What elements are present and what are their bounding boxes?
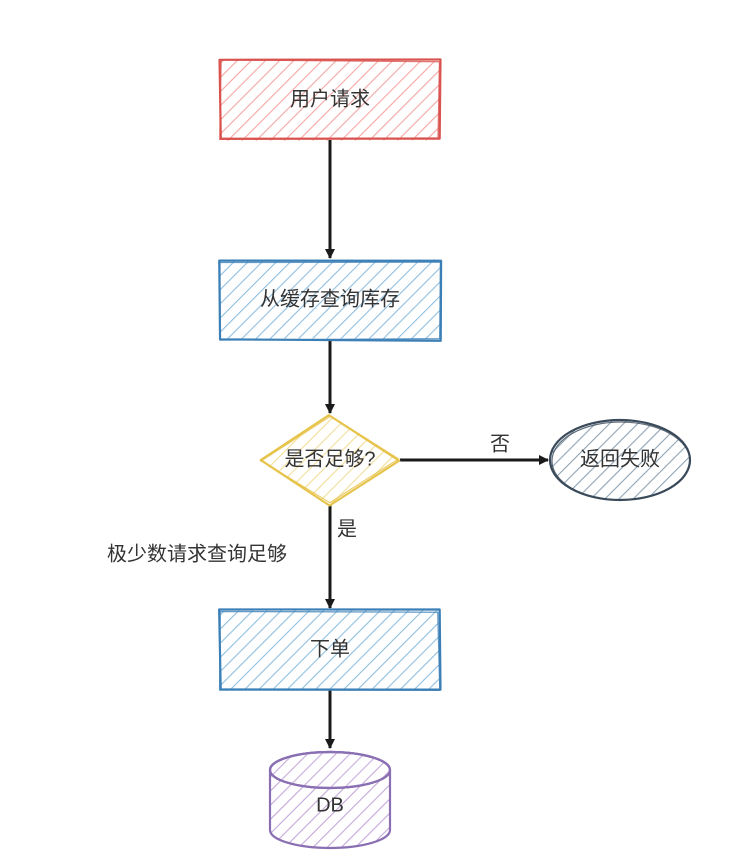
node-label-return_fail: 返回失败 — [580, 447, 660, 470]
node-label-db: DB — [316, 794, 344, 816]
edge-label-enough_decision-to-place_order: 是 — [337, 518, 357, 540]
node-label-place_order: 下单 — [310, 637, 350, 660]
annotation-text: 极少数请求查询足够 — [107, 542, 287, 565]
node-label-enough_decision: 是否足够? — [284, 447, 375, 470]
node-label-check_cache: 从缓存查询库存 — [260, 287, 400, 310]
flowchart-canvas: 否是 用户请求从缓存查询库存是否足够? 返回失败下单 DB 极少数请求查询足够 — [0, 0, 750, 862]
node-label-user_request: 用户请求 — [290, 87, 370, 110]
edge-label-enough_decision-to-return_fail: 否 — [490, 433, 510, 455]
